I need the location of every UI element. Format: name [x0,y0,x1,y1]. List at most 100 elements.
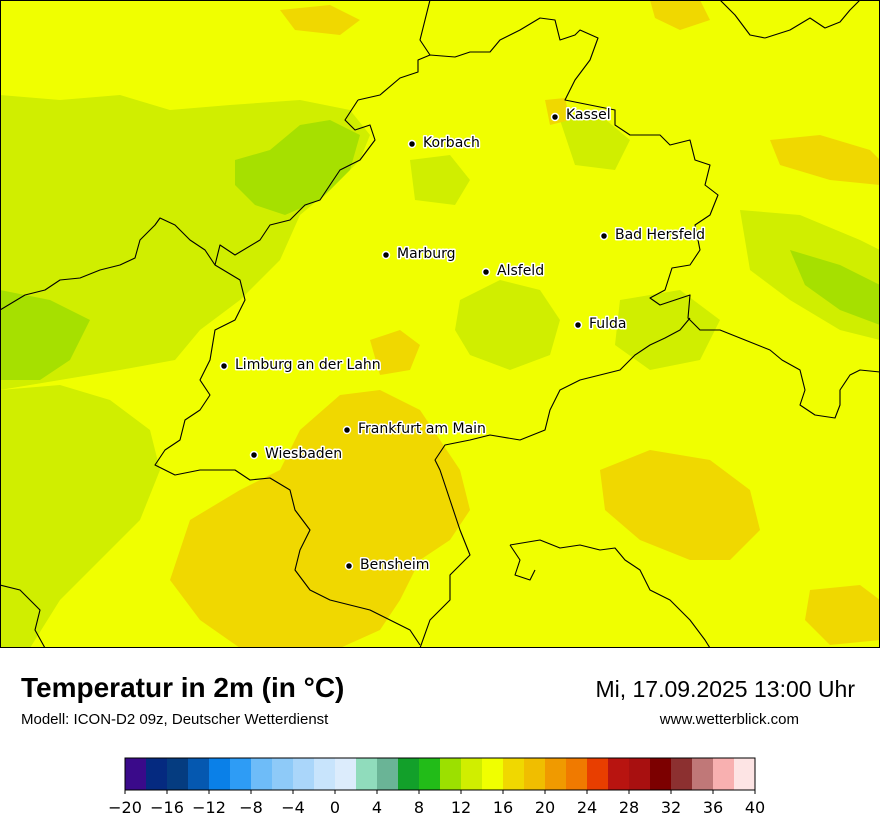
northeast-border-2 [719,0,766,39]
zone-green-central [455,280,560,370]
legend-tick-label: 0 [330,798,340,817]
city-bensheim: Bensheim [344,556,431,575]
state-borders [0,0,880,648]
legend-swatch [734,758,756,790]
city-markers: Kassel Korbach Bad Hersfeld Marburg Alsf… [219,106,707,575]
northeast-border [764,0,861,39]
city-alsfeld: Alsfeld [481,262,546,281]
city-korbach: Korbach [407,134,481,153]
zone-green-southwest [0,385,160,648]
zone-gold-east [600,450,760,560]
city-label-frankfurt: Frankfurt am Main [358,421,486,437]
zone-green-north [560,115,630,170]
legend-tick-label: 36 [703,798,723,817]
legend-tick-label: 20 [535,798,555,817]
bw-border [509,539,711,648]
legend-tick-label: 24 [577,798,597,817]
city-label-limburg: Limburg an der Lahn [235,357,381,373]
legend-swatch [230,758,252,790]
legend-tick-label: 4 [372,798,382,817]
legend-tick-label: −4 [281,798,305,817]
city-marker-alsfeld [481,267,491,277]
warm-zones [170,0,880,648]
legend-swatch [671,758,693,790]
north-border [419,0,431,56]
legend-tick-label: 12 [451,798,471,817]
bavaria-border [419,317,691,648]
legend-swatch [356,758,378,790]
legend-swatch [377,758,399,790]
hessen-border [357,17,880,419]
legend-tick-label: −16 [150,798,184,817]
legend-swatch [167,758,189,790]
legend-tick-label: 40 [745,798,765,817]
city-label-korbach: Korbach [423,135,480,151]
nrw-border [0,217,216,311]
legend-swatch [146,758,168,790]
city-label-alsfeld: Alsfeld [497,263,544,279]
city-marker-fulda [573,320,583,330]
city-marker-bensheim [344,561,354,571]
legend-swatch [314,758,336,790]
forecast-datetime: Mi, 17.09.2025 13:00 Uhr [595,676,855,702]
legend-tick-label: 16 [493,798,513,817]
legend-tick-label: 8 [414,798,424,817]
zone-midgreen-west [0,290,90,380]
zone-gold-north [280,5,360,35]
legend-swatch [125,758,147,790]
city-limburg: Limburg an der Lahn [219,356,382,375]
legend-svg: −20 −16 −12 −8 −4 0 4 8 12 16 20 24 28 32 36 40 [108,757,765,817]
city-fulda: Fulda [573,315,628,334]
rlp-border [0,584,46,648]
city-frankfurt: Frankfurt am Main [342,420,487,439]
city-label-marburg: Marburg [397,246,456,262]
legend-swatch [398,758,420,790]
zone-green-east [615,290,720,370]
city-label-bensheim: Bensheim [360,557,429,573]
color-legend: −20 −16 −12 −8 −4 0 4 8 12 16 20 24 28 32 36 40 [100,752,780,822]
legend-swatch [692,758,714,790]
city-marker-marburg [381,250,391,260]
legend-swatch [503,758,525,790]
city-wiesbaden: Wiesbaden [249,445,344,464]
legend-tick-label: −8 [239,798,263,817]
website-link[interactable]: www.wetterblick.com [659,711,799,728]
temperature-zones [0,95,880,648]
zone-gold-southeast [805,585,880,645]
legend-swatch [272,758,294,790]
zone-gold-top [650,0,710,30]
legend-tick-label: 28 [619,798,639,817]
city-kassel: Kassel [550,106,612,125]
zone-midgreen-northeast [790,250,880,325]
legend-swatch [545,758,567,790]
city-marker-wiesbaden [249,450,259,460]
legend-swatch [188,758,210,790]
legend-tick-label: −12 [192,798,226,817]
legend-swatch [608,758,630,790]
city-marker-limburg [219,361,229,371]
map-svg: Kassel Korbach Bad Hersfeld Marburg Alsf… [0,0,880,648]
zone-gold-northeast [770,135,880,185]
legend-swatch [587,758,609,790]
legend-swatch [335,758,357,790]
city-label-bad-hersfeld: Bad Hersfeld [615,227,705,243]
city-bad-hersfeld: Bad Hersfeld [599,226,707,245]
legend-swatch [461,758,483,790]
legend-swatch [419,758,441,790]
city-label-fulda: Fulda [589,316,627,332]
legend-swatch [713,758,735,790]
model-subtitle: Modell: ICON-D2 09z, Deutscher Wetterdie… [21,711,329,728]
legend-swatch [629,758,651,790]
legend-swatch [209,758,231,790]
legend-tick-label: −20 [108,798,142,817]
map-title: Temperatur in 2m (in °C) [21,672,345,703]
city-marburg: Marburg [381,245,457,264]
legend-swatch [293,758,315,790]
city-marker-frankfurt [342,425,352,435]
city-marker-korbach [407,139,417,149]
bw-border-2 [509,544,536,581]
city-marker-kassel [550,112,560,122]
legend-swatch [440,758,462,790]
zone-midgreen-northwest [235,120,360,215]
zone-gold-frankfurt [170,390,470,648]
